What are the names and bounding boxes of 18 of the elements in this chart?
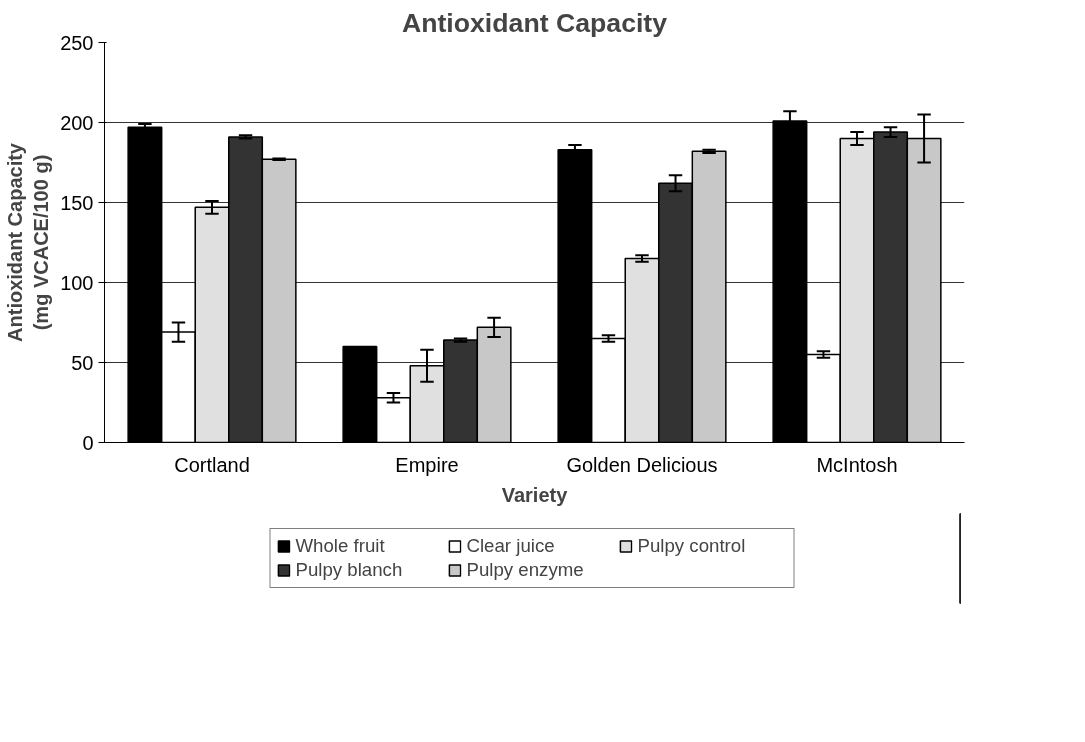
y-tick-label: 250	[60, 31, 94, 54]
x-axis-title: Variety	[501, 483, 569, 506]
legend-label: Pulpy control	[637, 535, 747, 557]
x-tick-label: McIntosh	[816, 453, 898, 476]
legend-label: Whole fruit	[295, 535, 386, 557]
y-tick-label: 100	[60, 271, 94, 294]
x-tick-label: Golden Delicious	[566, 453, 718, 476]
chart-title: Antioxidant Capacity	[401, 7, 668, 38]
legend-label: Pulpy blanch	[295, 559, 404, 581]
legend-label: Pulpy enzyme	[466, 559, 585, 581]
legend-label: Clear juice	[466, 535, 556, 557]
y-tick-label: 0	[82, 431, 94, 454]
y-tick-label: 150	[60, 191, 94, 214]
y-axis-title: Antioxidant Capacity (mg VCACE/100 g)	[3, 142, 53, 342]
x-tick-label: Cortland	[174, 453, 250, 476]
y-tick-label: 200	[60, 111, 94, 134]
y-tick-label: 50	[71, 351, 94, 374]
x-tick-label: Empire	[395, 453, 459, 476]
